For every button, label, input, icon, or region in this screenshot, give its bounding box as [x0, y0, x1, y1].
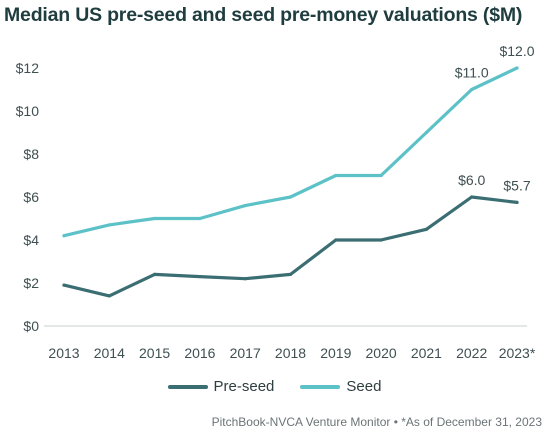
legend-label-pre-seed: Pre-seed — [213, 378, 275, 395]
y-tick-label: $12 — [16, 60, 40, 76]
legend-swatch-seed — [300, 384, 341, 389]
x-tick-label: 2014 — [94, 345, 125, 361]
data-point-pre-seed — [288, 272, 293, 276]
data-point-seed — [153, 216, 157, 221]
y-tick-label: $4 — [23, 232, 39, 248]
y-tick-label: $10 — [16, 103, 40, 119]
legend-item-pre-seed: Pre-seed — [167, 378, 275, 395]
data-point-seed — [288, 195, 293, 199]
source-note: PitchBook-NVCA Venture Monitor • *As of … — [211, 415, 542, 429]
data-point-seed — [424, 130, 428, 135]
data-point-pre-seed — [470, 195, 474, 199]
data-point-seed — [198, 216, 202, 221]
x-tick-label: 2015 — [139, 345, 170, 361]
y-tick-label: $8 — [23, 146, 39, 162]
data-point-seed — [334, 173, 338, 178]
data-point-seed — [515, 66, 519, 70]
legend-label-seed: Seed — [346, 378, 382, 395]
legend: Pre-seed Seed — [0, 378, 549, 395]
data-point-pre-seed — [153, 272, 157, 276]
data-point-pre-seed — [334, 238, 338, 242]
x-tick-label: 2017 — [230, 345, 261, 361]
x-tick-label: 2013 — [48, 345, 79, 361]
data-point-seed — [107, 223, 111, 227]
x-tick-label: 2019 — [320, 345, 351, 361]
data-point-seed — [243, 204, 247, 208]
legend-item-seed: Seed — [300, 378, 381, 395]
data-point-pre-seed — [424, 227, 428, 231]
data-point-pre-seed — [243, 277, 247, 281]
legend-swatch-pre-seed — [167, 384, 208, 389]
x-tick-label: 2018 — [275, 345, 306, 361]
data-label: $11.0 — [455, 65, 489, 81]
data-point-seed — [62, 234, 66, 238]
data-point-seed — [470, 87, 474, 92]
x-tick-label: 2023* — [499, 345, 536, 361]
data-label: $5.7 — [503, 177, 530, 193]
y-tick-label: $2 — [23, 275, 39, 291]
y-tick-label: $0 — [23, 318, 39, 334]
x-tick-label: 2021 — [411, 345, 442, 361]
x-tick-label: 2016 — [184, 345, 215, 361]
data-point-pre-seed — [107, 294, 111, 298]
data-label: $6.0 — [458, 172, 485, 188]
series-line-seed — [62, 66, 519, 238]
data-point-seed — [379, 173, 383, 178]
y-tick-label: $6 — [23, 189, 39, 205]
x-tick-label: 2020 — [366, 345, 397, 361]
data-label: $12.0 — [499, 43, 534, 59]
chart-title: Median US pre-seed and seed pre-money va… — [4, 4, 523, 26]
x-tick-label: 2022 — [456, 345, 487, 361]
data-point-pre-seed — [379, 238, 383, 242]
data-point-pre-seed — [515, 200, 519, 204]
data-point-pre-seed — [198, 274, 202, 279]
data-point-pre-seed — [62, 283, 66, 287]
series-line-pre-seed — [62, 195, 519, 298]
